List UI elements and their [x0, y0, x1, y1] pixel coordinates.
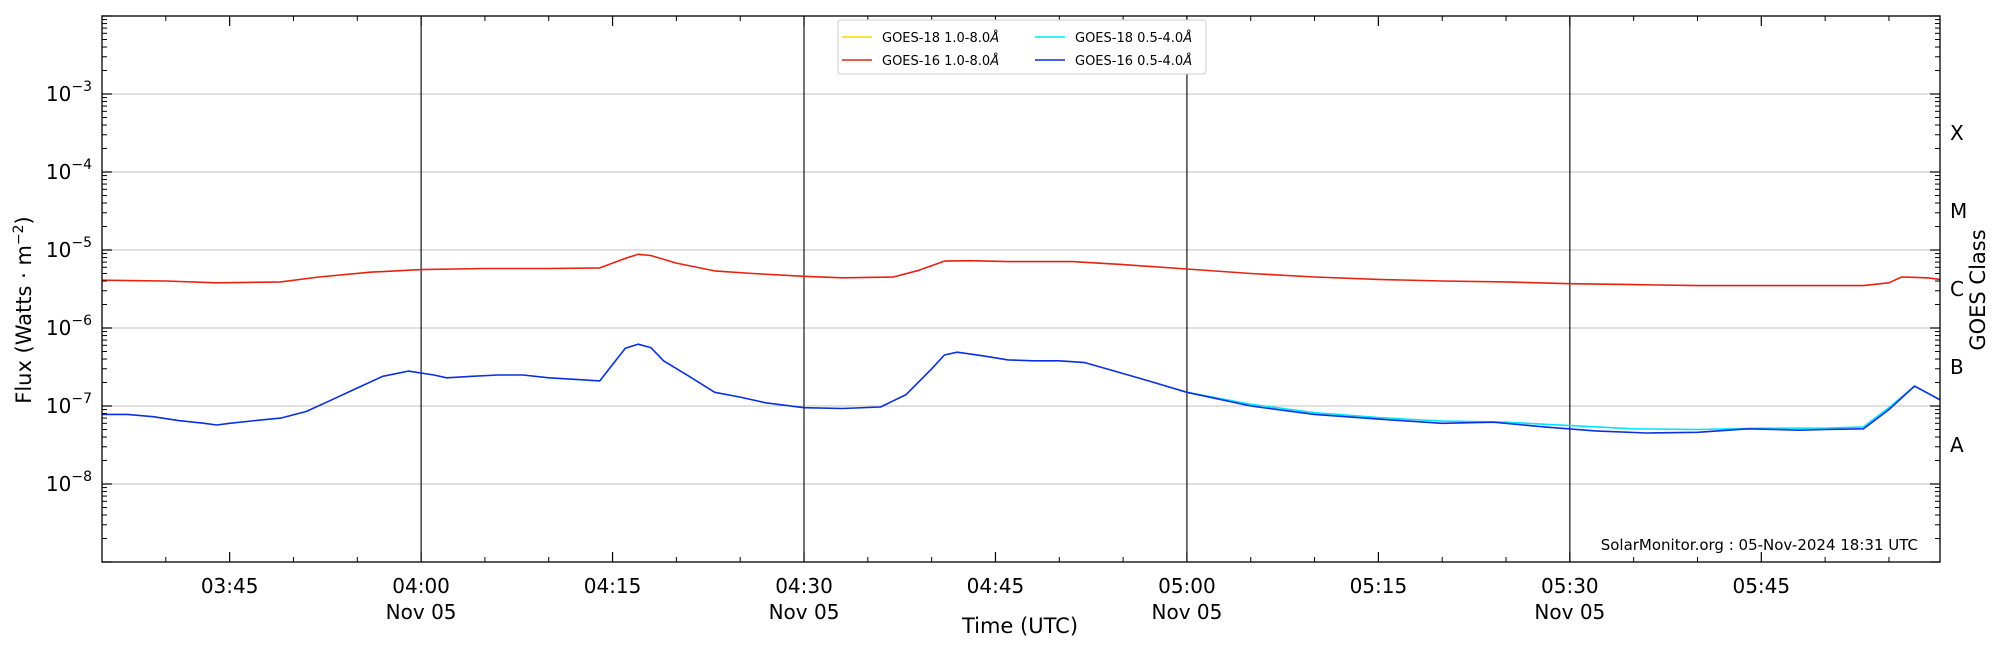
data-series	[101, 253, 1941, 434]
x-tick-label: 04:15	[584, 574, 642, 598]
y-tick-label: 10−3	[46, 79, 92, 106]
grid-lines	[102, 93, 1940, 485]
axis-ticks	[101, 15, 1940, 563]
y-tick-label: 10−8	[46, 469, 92, 496]
goes-class-label: M	[1950, 199, 1967, 223]
y-axis-title-main: Flux (Watts · m	[12, 245, 36, 404]
goes-class-labels: A B C M X	[1950, 121, 1967, 457]
x-tick-label: 03:45	[201, 574, 259, 598]
x-tick-date-label: Nov 05	[1534, 600, 1605, 624]
legend-label: GOES-16 0.5-4.0Å	[1075, 53, 1192, 69]
legend-entry-goes18-short: GOES-18 0.5-4.0Å	[1035, 30, 1192, 46]
y-tick-labels: 10−8 10−7 10−6 10−5 10−4 10−3	[46, 79, 92, 496]
x-tick-label: 05:45	[1732, 574, 1790, 598]
goes-class-axis-title: GOES Class	[1966, 229, 1990, 350]
plot-frame	[101, 15, 1941, 563]
y-axis-title: Flux (Watts · m−2)	[11, 216, 36, 404]
x-tick-date-label: Nov 05	[769, 600, 840, 624]
y-tick-label: 10−5	[46, 235, 92, 262]
x-tick-date-label: Nov 05	[386, 600, 457, 624]
x-tick-label: 04:00	[392, 574, 450, 598]
legend: GOES-18 1.0-8.0Å GOES-16 1.0-8.0Å GOES-1…	[837, 19, 1207, 75]
legend-label: GOES-16 1.0-8.0Å	[882, 53, 999, 69]
y-axis-title-close: )	[12, 216, 36, 224]
series-line-3	[101, 253, 1941, 287]
x-axis-title: Time (UTC)	[961, 614, 1078, 638]
goes-class-label: C	[1950, 277, 1964, 301]
day-marker-lines	[420, 16, 1571, 562]
legend-entry-goes16-short: GOES-16 0.5-4.0Å	[1035, 53, 1192, 69]
series-line-4	[102, 343, 1941, 434]
legend-entry-goes18-long: GOES-18 1.0-8.0Å	[842, 30, 999, 46]
goes-class-label: B	[1950, 355, 1964, 379]
legend-label: GOES-18 0.5-4.0Å	[1075, 30, 1192, 46]
y-axis-title-exponent: −2	[11, 224, 27, 245]
x-tick-label: 04:45	[967, 574, 1025, 598]
y-tick-label: 10−6	[46, 313, 92, 340]
legend-entry-goes16-long: GOES-16 1.0-8.0Å	[842, 53, 999, 69]
y-tick-label: 10−4	[46, 157, 92, 184]
legend-label: GOES-18 1.0-8.0Å	[882, 30, 999, 46]
x-tick-label: 05:30	[1541, 574, 1599, 598]
y-tick-label: 10−7	[46, 391, 92, 418]
x-tick-label: 05:15	[1350, 574, 1408, 598]
series-line-2	[1186, 385, 1941, 431]
goes-class-label: A	[1950, 433, 1964, 457]
x-tick-date-label: Nov 05	[1152, 600, 1223, 624]
x-tick-label: 04:30	[775, 574, 833, 598]
x-tick-label: 05:00	[1158, 574, 1216, 598]
goes-class-label: X	[1950, 121, 1964, 145]
legend-box	[837, 19, 1207, 75]
credit-text: SolarMonitor.org : 05-Nov-2024 18:31 UTC	[1601, 536, 1918, 554]
